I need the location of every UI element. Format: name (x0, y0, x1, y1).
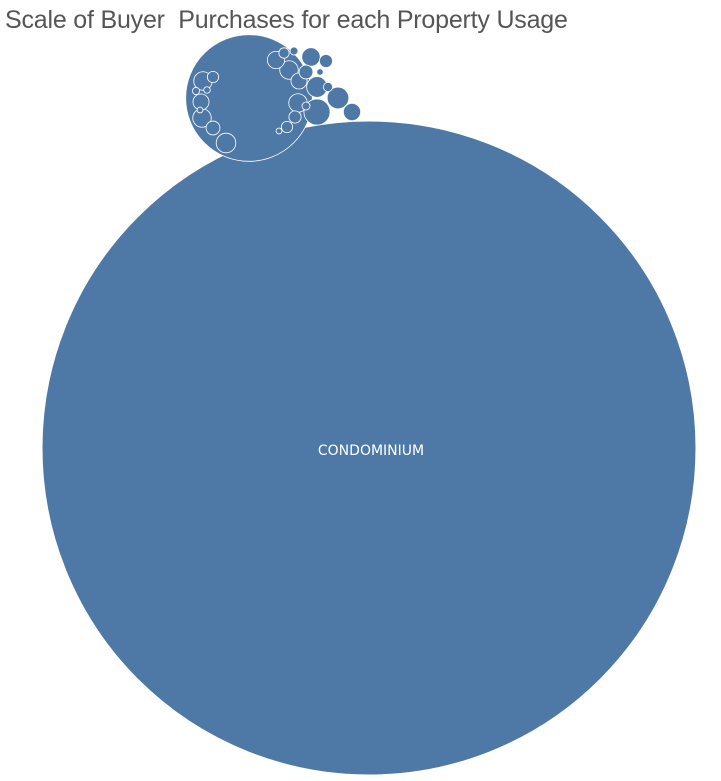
bubble-27[interactable] (316, 68, 324, 76)
bubble-24[interactable] (289, 46, 299, 56)
bubble-11[interactable] (342, 102, 362, 122)
bubble-29[interactable] (196, 106, 204, 114)
bubble-18[interactable] (288, 110, 302, 124)
bubble-22[interactable] (322, 81, 334, 93)
bubble-2[interactable] (303, 98, 331, 126)
bubble-3[interactable] (326, 86, 350, 110)
bubble-label-condominium: CONDOMINIUM (318, 443, 424, 459)
bubble-5[interactable] (215, 132, 237, 154)
bubble-20[interactable] (206, 70, 220, 84)
bubble-16[interactable] (298, 64, 314, 80)
bubble-25[interactable] (192, 87, 200, 95)
bubble-28[interactable] (275, 127, 283, 135)
bubble-condominium[interactable] (41, 120, 697, 776)
chart-title: Scale of Buyer Purchases for each Proper… (5, 6, 568, 34)
bubble-26[interactable] (203, 86, 211, 94)
bubble-15[interactable] (205, 120, 221, 136)
bubble-21[interactable] (278, 47, 290, 59)
bubble-9[interactable] (301, 47, 321, 67)
bubble-17[interactable] (319, 54, 333, 68)
bubble-19[interactable] (280, 120, 294, 134)
bubble-23[interactable] (301, 101, 311, 111)
